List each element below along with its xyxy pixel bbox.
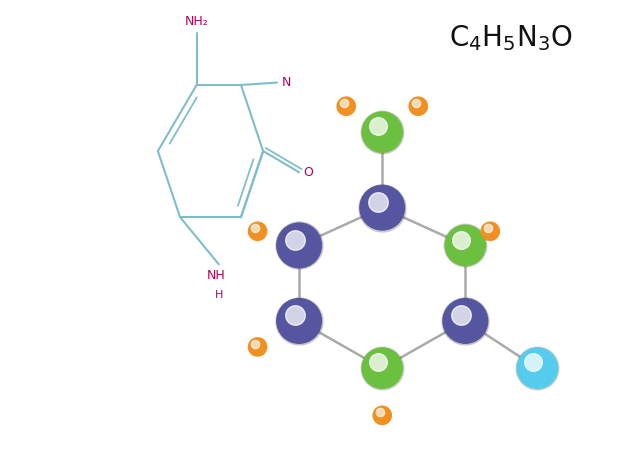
Text: H: H [215,290,223,300]
Point [294,242,304,249]
Text: e: e [28,401,44,430]
Point [373,359,383,366]
Point [413,102,423,110]
Point [373,123,383,130]
Text: o: o [28,191,44,219]
Point [252,228,262,235]
Text: NH: NH [207,269,225,282]
Point [460,242,470,249]
Text: N: N [282,76,291,89]
Point [460,317,470,325]
Point [252,343,262,351]
Point [456,312,466,319]
Point [294,242,304,249]
Point [250,224,260,232]
Point [460,242,470,249]
Point [460,317,470,325]
Point [377,412,387,419]
Text: C: C [26,33,46,61]
Point [294,317,304,325]
Point [485,228,495,235]
Text: O: O [304,166,314,179]
Point [341,102,351,110]
Point [528,359,538,366]
Point [339,99,349,107]
Point [375,408,385,416]
Text: C$_4$H$_5$N$_3$O: C$_4$H$_5$N$_3$O [449,24,572,53]
Point [411,99,421,107]
Point [377,204,387,211]
Point [290,236,300,244]
Text: n: n [27,349,45,377]
Text: s: s [29,244,43,271]
Point [377,364,387,372]
Text: t: t [31,138,41,167]
Point [532,364,542,372]
Point [290,312,300,319]
Point [377,364,387,372]
Point [483,224,493,232]
Point [373,198,383,206]
Text: NH₂: NH₂ [185,15,208,28]
Point [250,340,260,347]
Point [377,128,387,136]
Text: y: y [28,86,44,114]
Point [532,364,542,372]
Point [377,204,387,211]
Point [456,236,466,244]
Point [377,128,387,136]
Point [294,317,304,325]
Text: i: i [32,296,40,324]
